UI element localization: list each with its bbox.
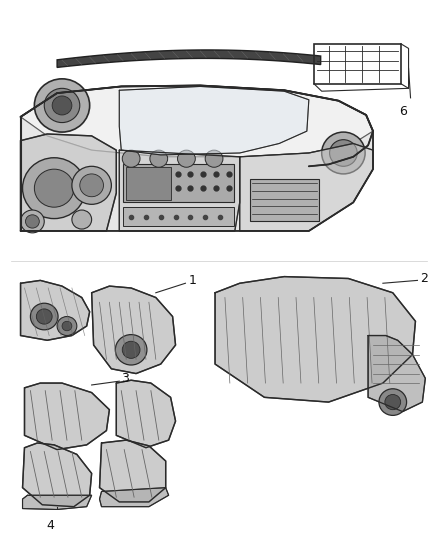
- Circle shape: [385, 394, 401, 410]
- Bar: [314, 44, 401, 84]
- Circle shape: [122, 150, 140, 167]
- Polygon shape: [21, 280, 90, 340]
- Bar: [126, 167, 171, 199]
- Text: 3: 3: [121, 372, 129, 385]
- Circle shape: [52, 96, 72, 115]
- Circle shape: [321, 132, 365, 174]
- Polygon shape: [21, 134, 117, 231]
- Polygon shape: [57, 50, 321, 68]
- Circle shape: [57, 317, 77, 336]
- Bar: [123, 207, 234, 226]
- Circle shape: [150, 150, 168, 167]
- Circle shape: [62, 321, 72, 331]
- Polygon shape: [25, 383, 110, 450]
- Polygon shape: [215, 277, 416, 402]
- Bar: [123, 164, 234, 203]
- Circle shape: [379, 389, 406, 415]
- Polygon shape: [119, 86, 309, 155]
- Circle shape: [72, 166, 111, 204]
- Circle shape: [30, 303, 58, 330]
- Circle shape: [205, 150, 223, 167]
- Circle shape: [115, 335, 147, 365]
- Text: 2: 2: [420, 272, 428, 285]
- Bar: [250, 179, 319, 221]
- Circle shape: [177, 150, 195, 167]
- Polygon shape: [21, 117, 373, 231]
- Polygon shape: [117, 380, 176, 448]
- Circle shape: [34, 169, 74, 207]
- Circle shape: [329, 140, 357, 166]
- Circle shape: [21, 210, 44, 233]
- Circle shape: [72, 210, 92, 229]
- Text: 4: 4: [46, 519, 54, 532]
- Circle shape: [25, 215, 39, 228]
- Circle shape: [80, 174, 103, 197]
- Polygon shape: [21, 85, 373, 157]
- Circle shape: [22, 158, 86, 219]
- Polygon shape: [22, 495, 92, 510]
- Circle shape: [36, 309, 52, 324]
- Circle shape: [122, 341, 140, 358]
- Text: 1: 1: [188, 274, 196, 287]
- Text: 6: 6: [399, 104, 406, 117]
- Polygon shape: [99, 440, 166, 502]
- Polygon shape: [240, 143, 373, 231]
- Circle shape: [44, 88, 80, 123]
- Polygon shape: [99, 488, 169, 507]
- Polygon shape: [22, 443, 92, 507]
- Polygon shape: [92, 286, 176, 374]
- Polygon shape: [368, 336, 425, 411]
- Circle shape: [34, 79, 90, 132]
- Polygon shape: [119, 150, 240, 231]
